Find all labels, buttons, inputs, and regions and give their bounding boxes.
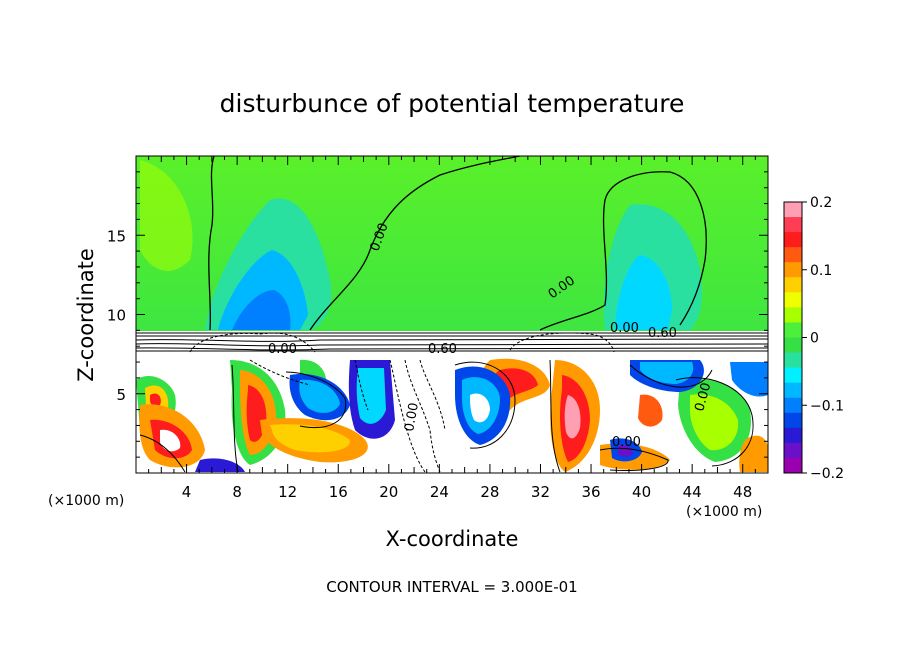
colorbar: 0.2 0.1 0 −0.1 −0.2 (783, 195, 844, 482)
x-tick-label: 36 (581, 483, 600, 501)
x-tick-label: 20 (379, 483, 398, 501)
x-tick-label: 12 (278, 483, 297, 501)
y-tick-label: 5 (116, 386, 126, 404)
plot-area (136, 156, 768, 473)
y-axis: 5 10 15 (107, 171, 768, 458)
colorbar-swatch (784, 382, 802, 399)
x-tick-label: 40 (632, 483, 651, 501)
colorbar-swatch (784, 232, 802, 248)
colorbar-swatch (784, 322, 802, 338)
colorbar-swatch (784, 262, 802, 278)
colorbar-tick-label: −0.2 (810, 466, 844, 482)
tropopause-contours (136, 332, 768, 353)
colorbar-swatch (784, 307, 802, 323)
colorbar-swatch (784, 202, 802, 218)
cool-plume-right-core (615, 255, 672, 330)
x-tick-label: 48 (733, 483, 752, 501)
y-axis-label: Z-coordinate (74, 248, 98, 382)
warm-patch-upper (140, 160, 193, 271)
chart-title: disturbunce of potential temperature (220, 89, 685, 118)
x-axis: 4 8 12 16 20 24 28 32 36 40 44 48 (148, 156, 756, 501)
colorbar-swatch (784, 352, 802, 369)
x-unit-right: (×1000 m) (686, 504, 762, 520)
colorbar-tick-label: −0.1 (810, 398, 844, 414)
colorbar-swatch (784, 442, 802, 459)
contour-label: 0.60 (428, 342, 457, 357)
colorbar-swatch (784, 397, 802, 414)
colorbar-tick-label: 0.1 (810, 263, 832, 279)
contour-label: 0.60 (648, 326, 677, 341)
colorbar-swatch (784, 337, 802, 354)
contour-label: 0.00 (402, 402, 422, 433)
colorbar-tick-label: 0.2 (810, 195, 832, 211)
y-tick-label: 15 (107, 227, 126, 245)
contour-label: 0.00 (268, 342, 297, 357)
x-axis-label: X-coordinate (386, 527, 519, 551)
colorbar-swatch (784, 427, 802, 444)
contour-label: 0.00 (612, 435, 641, 450)
x-tick-label: 8 (232, 483, 242, 501)
x-unit-left: (×1000 m) (48, 493, 124, 509)
colorbar-swatch (784, 412, 802, 429)
colorbar-swatch (784, 217, 802, 233)
colorbar-swatch (784, 457, 802, 474)
colorbar-swatch (784, 367, 802, 384)
colorbar-swatch (784, 247, 802, 263)
contour-label: 0.00 (692, 381, 714, 413)
contour-zero-upper (208, 156, 707, 331)
colorbar-swatch (784, 292, 802, 308)
contour-labels: 0.00 0.00 0.00 0.60 0.60 0.00 0.00 0.00 … (268, 221, 714, 450)
y-tick-label: 10 (107, 307, 126, 325)
colorbar-swatch (784, 277, 802, 293)
x-tick-label: 32 (531, 483, 550, 501)
contour-label: 0.00 (610, 321, 639, 336)
cool-plume-left-deep (232, 290, 291, 330)
lower-cool-regions (195, 360, 768, 472)
x-tick-label: 28 (480, 483, 499, 501)
contour-interval-note: CONTOUR INTERVAL = 3.000E-01 (326, 578, 577, 596)
x-tick-label: 44 (683, 483, 702, 501)
colorbar-tick-label: 0 (810, 331, 819, 347)
lower-contours (139, 359, 754, 473)
x-tick-label: 24 (430, 483, 449, 501)
x-tick-label: 16 (329, 483, 348, 501)
x-tick-label: 4 (182, 483, 192, 501)
